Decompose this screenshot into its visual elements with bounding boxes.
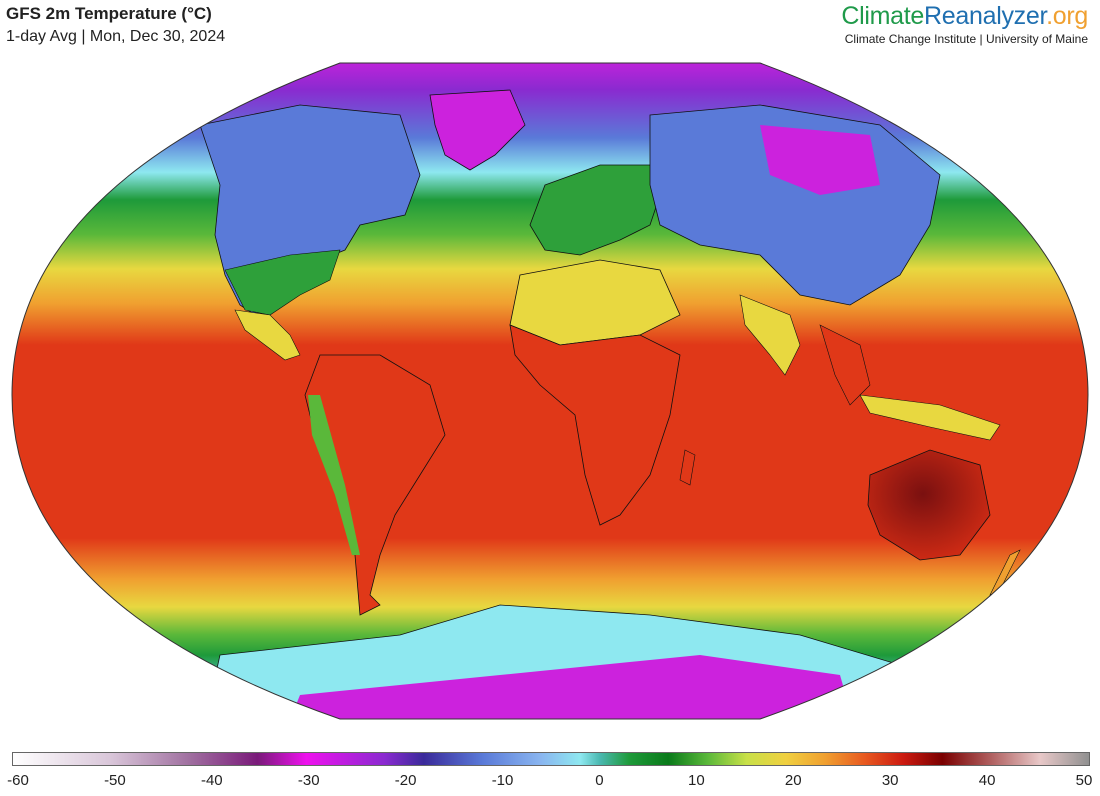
colorbar-tick-label: -30 <box>297 772 320 789</box>
siberia-cold-core <box>760 125 880 195</box>
indonesia-islands <box>859 394 1001 441</box>
antarctica-interior <box>280 655 860 719</box>
institution-label: Climate Change Institute | University of… <box>844 32 1088 46</box>
colorbar-tick-label: 20 <box>784 772 802 789</box>
colorbar-tick-label: 40 <box>978 772 996 789</box>
brand-part-3: .org <box>1046 2 1088 30</box>
greenland-landmass <box>429 89 526 171</box>
south-asia-landmass <box>739 294 801 376</box>
africa-south-landmass <box>509 324 681 526</box>
colorbar-tick-label: 50 <box>1075 772 1093 789</box>
usa-warm-region <box>224 249 341 316</box>
map-field <box>12 63 1088 719</box>
colorbar-tick-label: 0 <box>595 772 604 789</box>
temperature-map <box>11 62 1089 720</box>
brand-logo[interactable]: ClimateReanalyzer.org <box>841 2 1088 31</box>
madagascar-landmass <box>679 449 696 486</box>
colorbar-tick-label: -60 <box>7 772 29 789</box>
colorbar-tick-label: -50 <box>104 772 126 789</box>
chart-subtitle: 1-day Avg | Mon, Dec 30, 2024 <box>6 28 226 45</box>
colorbar-tick-label: -40 <box>200 772 223 789</box>
colorbar-tick-label: -20 <box>394 772 417 789</box>
map-outline <box>11 62 1089 720</box>
mexico-landmass <box>234 309 301 361</box>
temperature-colorbar <box>12 752 1090 766</box>
brand-part-2: Reanalyzer <box>924 2 1047 30</box>
andes-cool-strip <box>308 395 360 555</box>
colorbar-tick-label: 30 <box>881 772 899 789</box>
australia-landmass <box>867 449 991 561</box>
europe-landmass <box>529 164 661 256</box>
chart-title: GFS 2m Temperature (°C) <box>6 4 212 23</box>
colorbar-tick-label: -10 <box>491 772 514 789</box>
brand-part-1: Climate <box>841 2 925 30</box>
colorbar-tick-label: 10 <box>688 772 705 789</box>
